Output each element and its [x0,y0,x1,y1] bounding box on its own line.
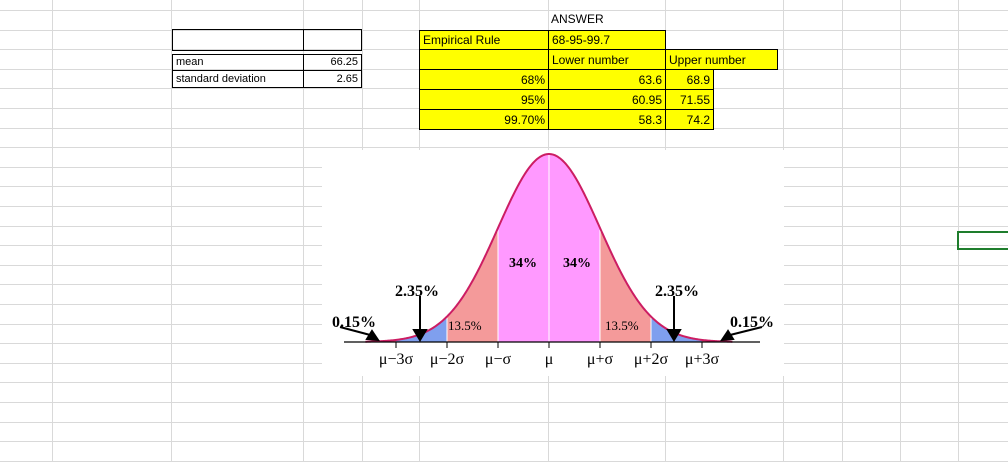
pct-cell-95[interactable]: 95% [419,89,549,110]
axis-tick-label: μ [545,351,554,368]
lower-number-header-cell[interactable]: Lower number [548,49,666,70]
center-left-pct: 34% [509,256,537,271]
arrow-right-3sd [725,326,763,337]
pct-cell-997[interactable]: 99.70% [419,109,549,130]
region-dividers [446,154,652,342]
blank-yellow-cell[interactable] [419,49,549,70]
arrow-right-2sd-head [666,329,682,342]
arrow-right-3sd-head [720,329,735,342]
axis-tick-label: μ−2σ [430,351,465,368]
arrow-left-3sd [339,326,375,337]
mean-label-cell[interactable]: mean [172,54,304,71]
arrow-left-2sd-head [412,329,428,342]
stats-header-empty-label[interactable] [172,29,304,51]
mean-value-cell[interactable]: 66.25 [303,54,362,71]
axis-tick-label: μ+3σ [685,351,720,368]
arrow-left-3sd-head [365,329,380,342]
upper-cell-95[interactable]: 71.55 [665,89,714,110]
tail3-right-pct: 0.15% [730,314,774,331]
lower-cell-95[interactable]: 60.95 [548,89,666,110]
tail-arrows [339,296,763,342]
upper-cell-997[interactable]: 74.2 [665,109,714,130]
axis-tick-label: μ+σ [587,351,614,368]
empirical-rule-label-cell[interactable]: Empirical Rule [419,30,549,50]
tail2-right-pct: 2.35% [655,283,699,300]
sd-value-cell[interactable]: 2.65 [303,70,362,88]
selected-cell-indicator[interactable] [957,231,1008,250]
upper-cell-68[interactable]: 68.9 [665,69,714,90]
upper-number-header-cell[interactable]: Upper number [665,49,778,70]
axis-tick-marks [395,342,703,348]
empirical-rule-value-cell[interactable]: 68-95-99.7 [548,30,666,50]
center-right-pct: 34% [563,256,591,271]
axis-tick-label: μ−3σ [379,351,414,368]
axis-tick-label: μ−σ [485,351,512,368]
band-right-pct: 13.5% [605,318,639,333]
fill-left-2sd-3sd [396,316,447,342]
lower-cell-997[interactable]: 58.3 [548,109,666,130]
axis-tick-labels: μ−3σ μ−2σ μ−σ μ μ+σ μ+2σ μ+3σ [379,351,720,368]
pct-cell-68[interactable]: 68% [419,69,549,90]
tail2-left-pct: 2.35% [395,283,439,300]
empirical-rule-diagram[interactable]: 34% 34% 13.5% 13.5% 2.35% 2.35% 0.15% 0.… [322,150,784,376]
answer-header-cell[interactable]: ANSWER [551,12,604,26]
lower-cell-68[interactable]: 63.6 [548,69,666,90]
stats-header-empty-value[interactable] [303,29,362,51]
sd-label-cell[interactable]: standard deviation [172,70,304,88]
fill-right-2sd-3sd [651,316,702,342]
tail3-left-pct: 0.15% [332,314,376,331]
axis-tick-label: μ+2σ [634,351,669,368]
band-left-pct: 13.5% [448,318,482,333]
